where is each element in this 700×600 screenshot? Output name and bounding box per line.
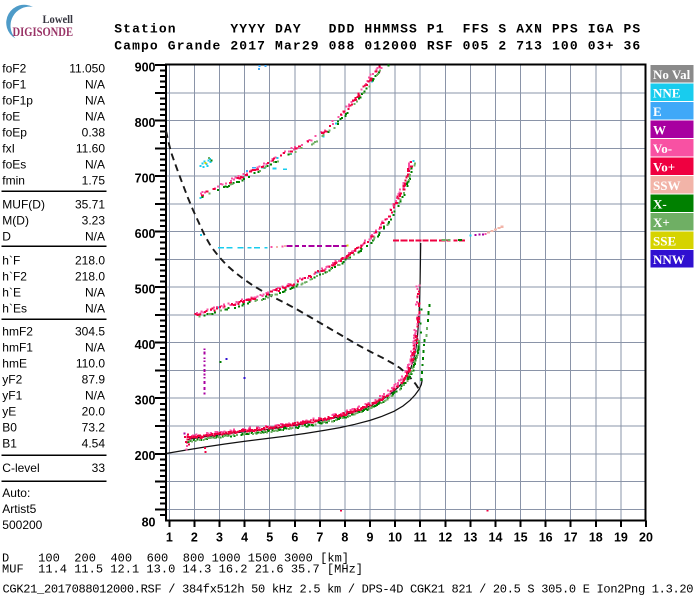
svg-text:MUF(D): MUF(D)	[2, 198, 45, 212]
svg-text:h`F2: h`F2	[2, 270, 27, 284]
svg-text:11.050: 11.050	[69, 62, 105, 76]
svg-text:8: 8	[341, 531, 348, 545]
svg-text:yE: yE	[2, 405, 16, 419]
svg-text:No Val: No Val	[653, 67, 691, 82]
svg-text:CGK21_2017088012000.RSF / 384f: CGK21_2017088012000.RSF / 384fx512h 50 k…	[3, 582, 694, 596]
svg-text:Station YYYY DAY DDD HH: Station YYYY DAY DDD HHMMSS P1 FFS S AXN…	[114, 22, 640, 37]
svg-text:foF1p: foF1p	[2, 94, 33, 108]
svg-text:E: E	[653, 104, 662, 119]
svg-text:3: 3	[216, 531, 223, 545]
svg-text:5: 5	[266, 531, 273, 545]
svg-text:Auto:: Auto:	[2, 486, 30, 500]
svg-text:110.0: 110.0	[76, 357, 105, 371]
svg-text:Campo Grande 2017 Mar29 088 01: Campo Grande 2017 Mar29 088 012000 RSF 0…	[114, 39, 640, 54]
svg-text:SSW: SSW	[653, 178, 680, 193]
svg-text:N/A: N/A	[85, 286, 105, 300]
svg-text:35.71: 35.71	[75, 198, 105, 212]
svg-text:16: 16	[539, 531, 553, 545]
svg-text:hmE: hmE	[2, 357, 27, 371]
svg-text:400: 400	[135, 338, 156, 352]
svg-text:Artist5: Artist5	[2, 502, 36, 516]
svg-text:NNE: NNE	[653, 86, 680, 101]
svg-text:yF2: yF2	[2, 373, 22, 387]
svg-text:12: 12	[438, 531, 452, 545]
svg-text:0.38: 0.38	[82, 126, 106, 140]
svg-text:X-: X-	[653, 197, 667, 212]
svg-text:1: 1	[166, 531, 173, 545]
svg-text:11: 11	[414, 531, 427, 545]
svg-text:B0: B0	[2, 421, 17, 435]
svg-text:Vo+: Vo+	[653, 160, 675, 175]
svg-text:14: 14	[489, 531, 503, 545]
svg-text:2: 2	[191, 531, 198, 545]
svg-text:h`E: h`E	[2, 286, 21, 300]
svg-text:h`Es: h`Es	[2, 302, 27, 316]
svg-text:19: 19	[614, 531, 628, 545]
svg-text:foEs: foEs	[2, 158, 26, 172]
svg-text:900: 900	[135, 60, 156, 74]
svg-text:218.0: 218.0	[75, 254, 105, 268]
svg-text:304.5: 304.5	[75, 325, 105, 339]
svg-text:D 100 200 400 600 800 1: D 100 200 400 600 800 1000 1500 3000 [km…	[2, 552, 349, 566]
svg-text:800: 800	[135, 116, 156, 130]
svg-text:N/A: N/A	[85, 110, 105, 124]
svg-text:20.0: 20.0	[82, 405, 106, 419]
svg-text:4.54: 4.54	[82, 437, 106, 451]
svg-text:hmF1: hmF1	[2, 341, 33, 355]
svg-text:C-level: C-level	[2, 461, 39, 475]
svg-text:18: 18	[589, 531, 603, 545]
svg-text:W: W	[653, 123, 666, 138]
svg-text:200: 200	[135, 449, 156, 463]
svg-text:yF1: yF1	[2, 389, 22, 403]
svg-text:13: 13	[463, 531, 477, 545]
svg-text:73.2: 73.2	[82, 421, 106, 435]
svg-text:hmF2: hmF2	[2, 325, 33, 339]
svg-text:foEp: foEp	[2, 126, 27, 140]
svg-text:MUF 11.4 11.5 12.1 13.0 14.3: MUF 11.4 11.5 12.1 13.0 14.3 16.2 21.6 3…	[2, 563, 363, 577]
svg-text:N/A: N/A	[85, 389, 105, 403]
svg-text:500200: 500200	[2, 518, 42, 532]
svg-text:Lowell: Lowell	[43, 12, 74, 26]
svg-text:15: 15	[514, 531, 528, 545]
svg-text:10: 10	[388, 531, 402, 545]
svg-text:N/A: N/A	[85, 341, 105, 355]
svg-text:M(D): M(D)	[2, 214, 29, 228]
svg-text:foF2: foF2	[2, 62, 26, 76]
svg-text:20: 20	[639, 531, 653, 545]
svg-text:N/A: N/A	[85, 94, 105, 108]
svg-text:11.60: 11.60	[76, 142, 105, 156]
svg-text:1.75: 1.75	[82, 174, 106, 188]
svg-text:SSE: SSE	[653, 234, 676, 249]
svg-text:h`F: h`F	[2, 254, 20, 268]
svg-text:7: 7	[316, 531, 323, 545]
svg-text:Vo-: Vo-	[653, 141, 672, 156]
svg-text:218.0: 218.0	[75, 270, 105, 284]
svg-text:4: 4	[241, 531, 248, 545]
svg-text:foF1: foF1	[2, 78, 26, 92]
svg-text:D: D	[2, 230, 11, 244]
svg-text:600: 600	[135, 227, 156, 241]
svg-text:N/A: N/A	[85, 158, 105, 172]
svg-text:700: 700	[135, 171, 156, 185]
svg-text:N/A: N/A	[85, 230, 105, 244]
svg-text:NNW: NNW	[653, 252, 685, 267]
svg-text:6: 6	[291, 531, 298, 545]
svg-text:foE: foE	[2, 110, 20, 124]
svg-text:80: 80	[142, 516, 156, 530]
svg-text:500: 500	[135, 282, 156, 296]
svg-text:17: 17	[564, 531, 578, 545]
svg-text:X+: X+	[653, 215, 670, 230]
svg-text:fxI: fxI	[2, 142, 15, 156]
svg-text:3.23: 3.23	[82, 214, 106, 228]
svg-text:33: 33	[92, 461, 106, 475]
svg-text:N/A: N/A	[85, 302, 105, 316]
svg-text:300: 300	[135, 394, 156, 408]
svg-text:87.9: 87.9	[82, 373, 106, 387]
svg-text:B1: B1	[2, 437, 17, 451]
svg-text:9: 9	[367, 531, 374, 545]
svg-text:N/A: N/A	[85, 78, 105, 92]
svg-text:fmin: fmin	[2, 174, 25, 188]
svg-text:DIGISONDE: DIGISONDE	[13, 24, 74, 39]
